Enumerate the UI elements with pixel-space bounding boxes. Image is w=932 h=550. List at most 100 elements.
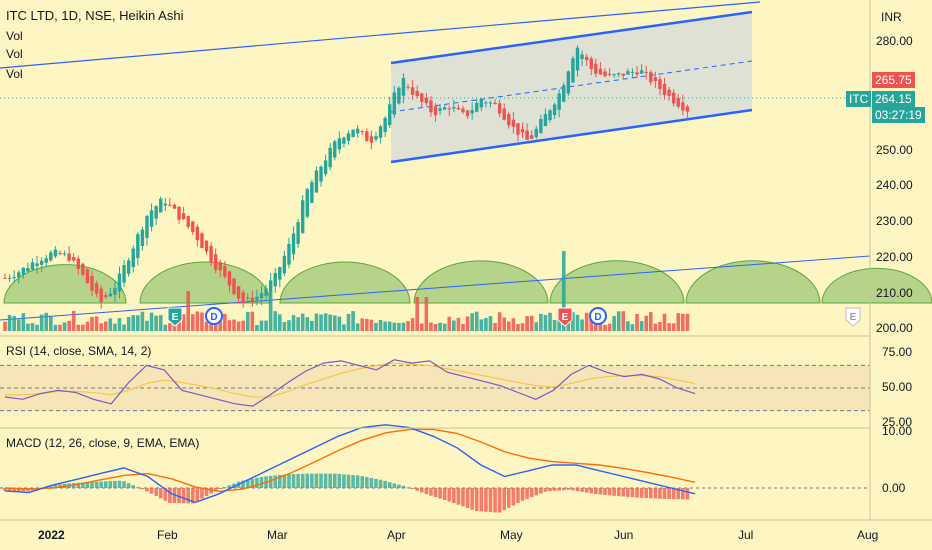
macd-histogram-bar — [529, 488, 534, 498]
candle-body — [406, 86, 410, 88]
macd-histogram-bar — [136, 487, 140, 489]
candle-body — [410, 87, 415, 95]
volume-bar — [461, 323, 465, 331]
macd-histogram-bar — [213, 488, 218, 491]
macd-histogram-bar — [516, 488, 520, 504]
volume-dome — [821, 267, 932, 304]
volume-bar — [145, 320, 149, 331]
volume-bar — [21, 313, 26, 331]
channel-mid-line — [390, 60, 753, 113]
macd-histogram-bar — [300, 473, 305, 488]
volume-bar — [616, 311, 621, 331]
macd-histogram-bar — [635, 488, 639, 498]
candle-body — [268, 280, 273, 293]
macd-histogram-bar — [291, 474, 296, 488]
candle-body — [136, 234, 140, 258]
macd-histogram-bar — [442, 488, 447, 501]
candle-body — [671, 92, 676, 104]
volume-bar — [328, 314, 332, 331]
volume-bar — [44, 312, 49, 331]
macd-histogram-bar — [676, 488, 681, 500]
volume-bar — [16, 319, 21, 331]
volume-bar — [126, 317, 131, 331]
candle-body — [53, 249, 58, 257]
macd-histogram-bar — [209, 488, 213, 494]
macd-title[interactable]: MACD (12, 26, close, 9, EMA, EMA) — [6, 436, 200, 450]
macd-histogram-bar — [502, 488, 507, 511]
candle-body — [278, 267, 282, 280]
volume-bar — [62, 322, 67, 331]
candle-body — [374, 136, 378, 140]
volume-dome — [685, 260, 821, 304]
macd-histogram-bar — [245, 479, 250, 488]
volume-indicator-label[interactable]: Vol — [6, 29, 23, 43]
volume-indicator-label[interactable]: Vol — [6, 67, 23, 81]
chart-title: ITC LTD, 1D, NSE, Heikin Ashi — [6, 8, 184, 23]
volume-bar — [346, 313, 351, 331]
macd-histogram-bar — [296, 473, 300, 488]
macd-histogram-bar — [507, 488, 511, 508]
volume-bar — [648, 312, 653, 331]
macd-histogram-bar — [671, 488, 676, 500]
macd-histogram-bar — [534, 488, 539, 496]
candle-body — [12, 277, 16, 279]
channel-lower-line — [390, 108, 753, 164]
macd-line — [4, 424, 696, 504]
macd-histogram-bar — [511, 488, 516, 506]
macd-histogram-bar — [241, 480, 245, 488]
volume-bar — [365, 318, 369, 331]
candle-body — [658, 79, 662, 90]
event-marker-label: E — [172, 312, 179, 323]
event-marker-label: D — [594, 312, 601, 323]
volume-bar — [337, 316, 342, 331]
macd-histogram-bar — [113, 480, 117, 488]
macd-histogram-bar — [259, 476, 264, 488]
candle-body — [530, 135, 534, 139]
candle-body — [456, 107, 461, 110]
volume-bar — [415, 297, 419, 331]
rsi-title[interactable]: RSI (14, close, SMA, 14, 2) — [6, 344, 152, 358]
macd-histogram-bar — [438, 488, 442, 499]
volume-indicator-label[interactable]: Vol — [6, 47, 23, 61]
volume-bar — [511, 318, 516, 331]
volume-bar — [26, 323, 30, 331]
volume-bar — [676, 313, 681, 331]
volume-bar — [456, 317, 461, 331]
volume-bar — [296, 317, 300, 331]
macd-histogram-bar — [145, 488, 149, 492]
candle-body — [351, 129, 355, 138]
macd-histogram-bar — [190, 488, 195, 504]
volume-bar — [53, 324, 58, 331]
macd-histogram-bar — [16, 488, 21, 492]
price-tick: 240.00 — [876, 178, 913, 192]
macd-histogram-bar — [607, 488, 612, 496]
symbol-badge[interactable]: ITC — [846, 91, 872, 107]
price-tick: 210.00 — [876, 286, 913, 300]
event-marker-label: D — [210, 312, 217, 323]
macd-histogram-bar — [433, 488, 438, 498]
macd-histogram-bar — [149, 488, 154, 494]
macd-histogram-bar — [126, 483, 131, 488]
volume-dome — [549, 260, 685, 304]
macd-histogram-bar — [103, 481, 108, 488]
candle-body — [438, 108, 442, 111]
prev-close-badge: 265.75 — [872, 72, 915, 88]
macd-histogram-bar — [268, 475, 273, 488]
volume-bar — [310, 320, 314, 331]
candle-body — [195, 226, 200, 241]
macd-histogram-bar — [346, 474, 351, 488]
macd-histogram-bar — [7, 488, 12, 491]
volume-bar — [397, 322, 401, 331]
volume-bar — [177, 317, 181, 331]
volume-bar — [94, 316, 99, 331]
macd-histogram-bar — [571, 488, 575, 491]
volume-bar — [621, 311, 626, 331]
macd-histogram-bar — [355, 475, 360, 488]
macd-histogram-bar — [122, 481, 126, 488]
candle-body — [635, 72, 639, 75]
volume-bar — [3, 321, 7, 331]
macd-histogram-bar — [163, 488, 168, 501]
countdown-badge: 03:27:19 — [872, 107, 925, 123]
candle-body — [259, 293, 264, 299]
